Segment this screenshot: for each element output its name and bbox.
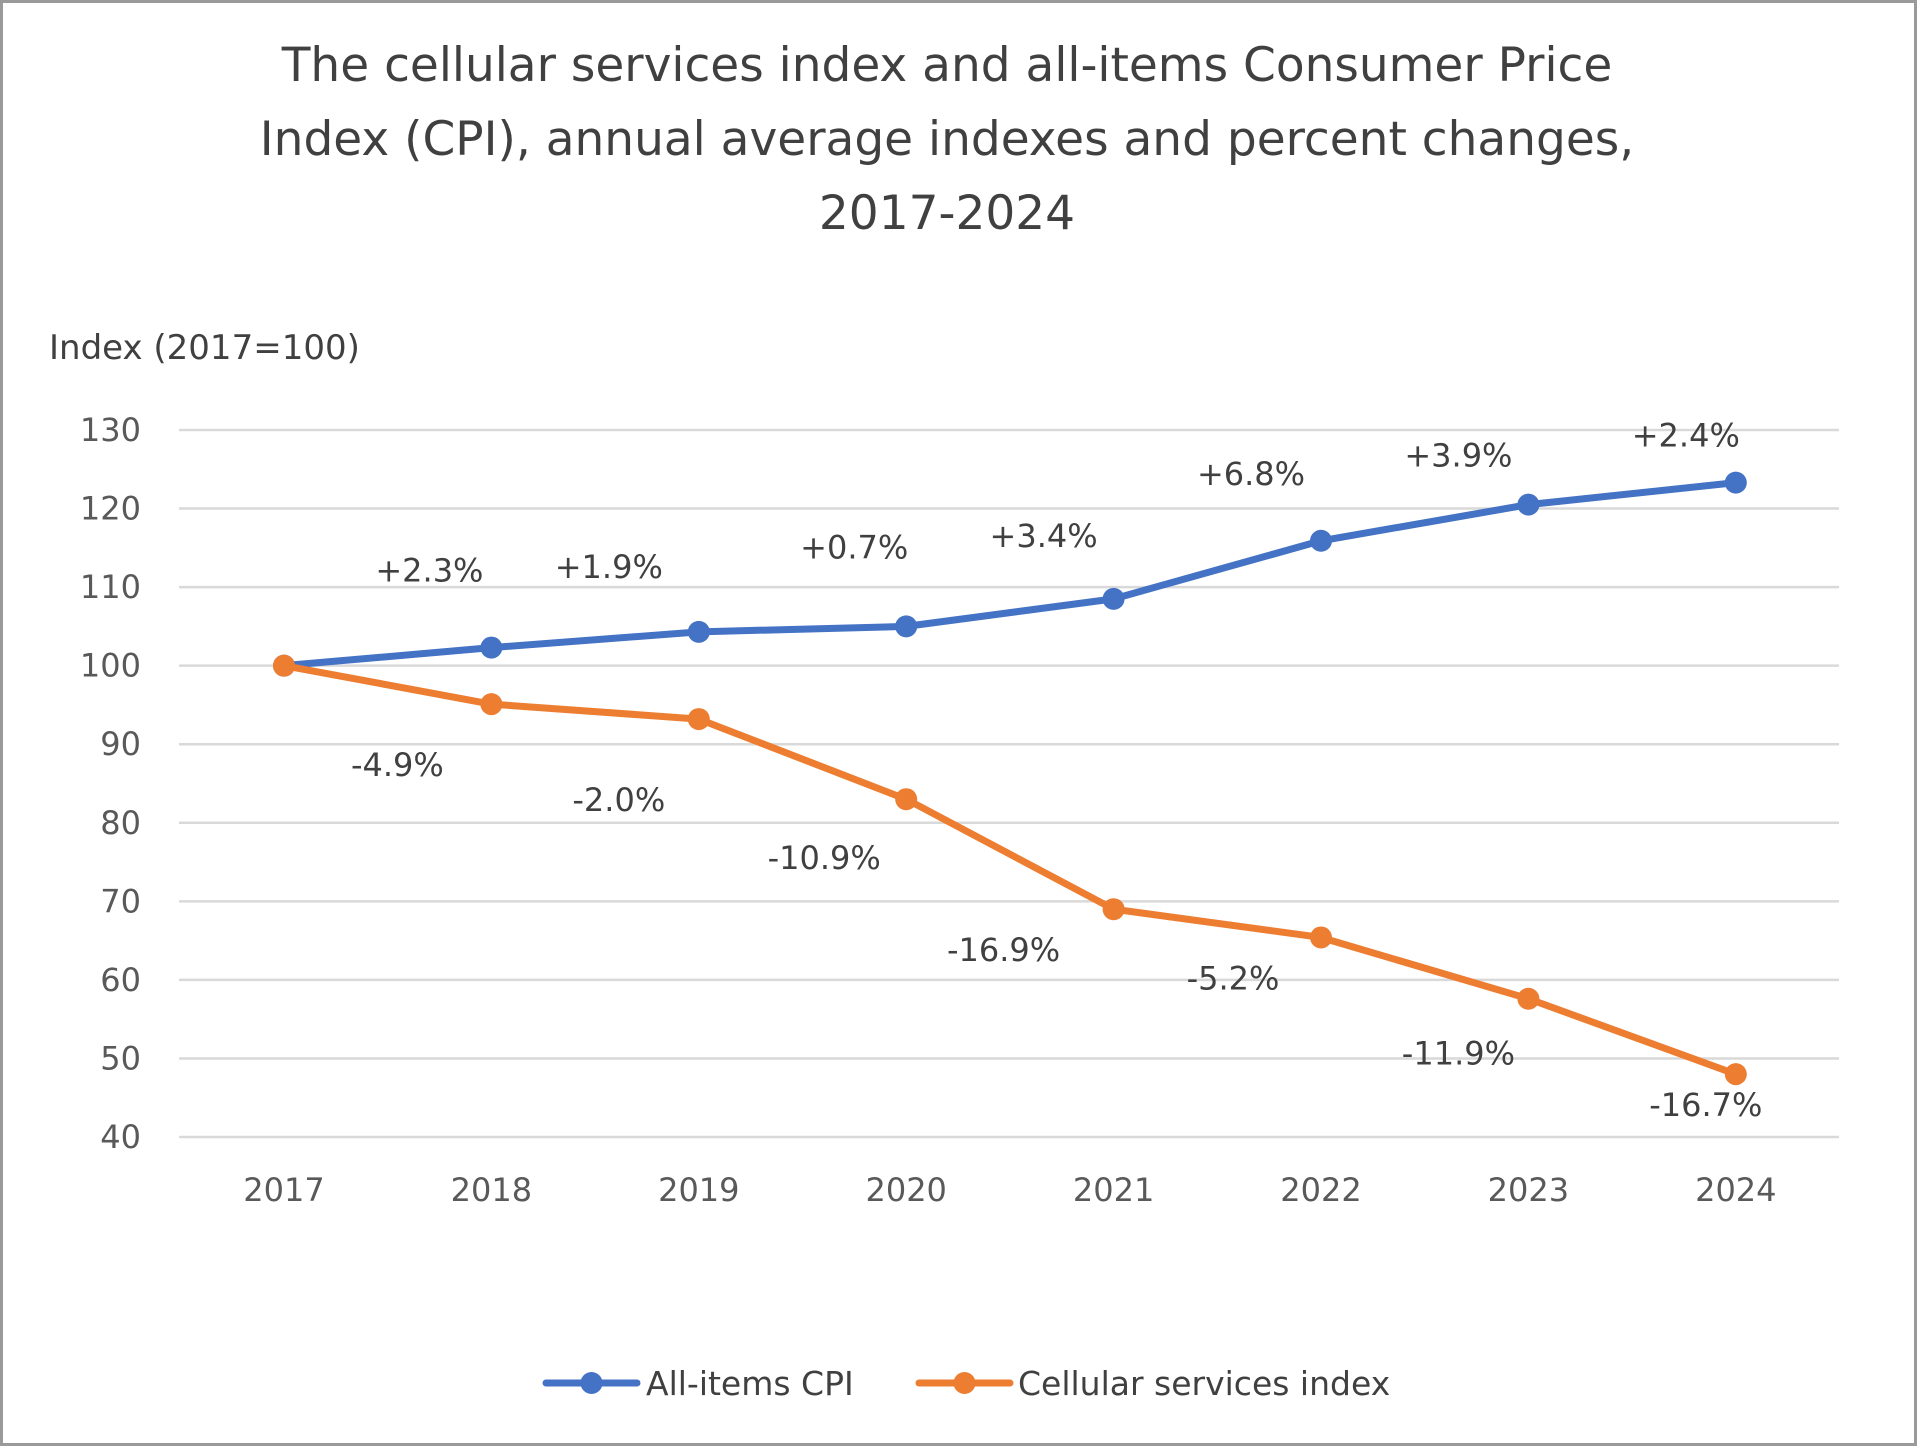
data-label: +2.4%	[1632, 417, 1740, 455]
data-label: -5.2%	[1187, 959, 1280, 997]
x-axis-ticks: 2017 2018 2019 2020 2021 2022 2023 2024	[243, 1171, 1776, 1209]
line-chart: The cellular services index and all-item…	[49, 38, 1839, 1403]
data-point	[1102, 898, 1125, 921]
x-tick-label: 2021	[1073, 1171, 1154, 1209]
y-tick-label: 70	[100, 882, 141, 920]
x-tick-label: 2018	[451, 1171, 532, 1209]
y-tick-label: 80	[100, 804, 141, 842]
y-tick-label: 130	[80, 411, 141, 449]
x-tick-label: 2019	[658, 1171, 739, 1209]
y-tick-label: 100	[80, 647, 141, 685]
legend-swatch-marker	[953, 1372, 976, 1394]
series-lines	[273, 471, 1747, 1086]
data-label: +6.8%	[1197, 455, 1305, 493]
data-labels: +2.3% +1.9% +0.7% +3.4% +6.8% +3.9% +2.4% -4.9%…	[351, 417, 1762, 1125]
data-point	[480, 636, 503, 659]
data-point	[895, 615, 918, 638]
data-point	[480, 693, 503, 716]
data-label: -4.9%	[351, 746, 444, 784]
legend-swatch-marker	[580, 1372, 603, 1394]
data-point	[1310, 529, 1332, 552]
data-point	[1310, 926, 1332, 949]
data-label: -11.9%	[1402, 1035, 1515, 1073]
data-point	[1517, 493, 1540, 516]
chart-title-line-1: The cellular services index and all-item…	[281, 38, 1613, 93]
data-label: -16.7%	[1649, 1086, 1762, 1124]
chart-title: The cellular services index and all-item…	[260, 38, 1634, 241]
legend-label: Cellular services index	[1018, 1364, 1390, 1403]
series-line-1	[280, 662, 1740, 1078]
chart-title-line-2: Index (CPI), annual average indexes and …	[260, 112, 1634, 167]
data-label: +0.7%	[800, 528, 908, 566]
data-point	[1724, 471, 1747, 494]
data-label: -2.0%	[572, 781, 665, 819]
x-tick-label: 2020	[865, 1171, 946, 1209]
chart-title-line-3: 2017-2024	[819, 186, 1075, 241]
y-tick-label: 40	[100, 1118, 141, 1156]
data-label: +1.9%	[555, 548, 663, 586]
data-point	[687, 620, 710, 643]
y-tick-label: 120	[80, 490, 141, 528]
data-label: -16.9%	[947, 931, 1060, 969]
x-tick-label: 2023	[1488, 1171, 1569, 1209]
data-label: +3.9%	[1404, 437, 1512, 475]
y-tick-label: 50	[100, 1039, 141, 1077]
data-point	[1102, 587, 1125, 610]
data-point	[895, 788, 918, 811]
data-label: +2.3%	[375, 552, 483, 590]
data-point	[1724, 1063, 1747, 1086]
data-point	[273, 654, 295, 677]
data-point	[687, 708, 710, 731]
gridlines	[179, 428, 1839, 1139]
y-axis-title: Index (2017=100)	[49, 328, 360, 368]
data-point	[1517, 987, 1540, 1010]
x-tick-label: 2024	[1695, 1171, 1776, 1209]
legend-label: All-items CPI	[646, 1364, 854, 1403]
y-tick-label: 60	[100, 961, 141, 999]
y-tick-label: 90	[100, 725, 141, 763]
y-axis-ticks: 40 50 60 70 80 90 100 110 120 130	[80, 411, 141, 1156]
data-label: -10.9%	[768, 839, 881, 877]
data-label: +3.4%	[990, 517, 1098, 555]
x-tick-label: 2022	[1280, 1171, 1361, 1209]
x-tick-label: 2017	[243, 1171, 324, 1209]
y-tick-label: 110	[80, 568, 141, 606]
legend: All-items CPI Cellular services index	[542, 1364, 1390, 1403]
series-line-0	[280, 479, 1740, 670]
